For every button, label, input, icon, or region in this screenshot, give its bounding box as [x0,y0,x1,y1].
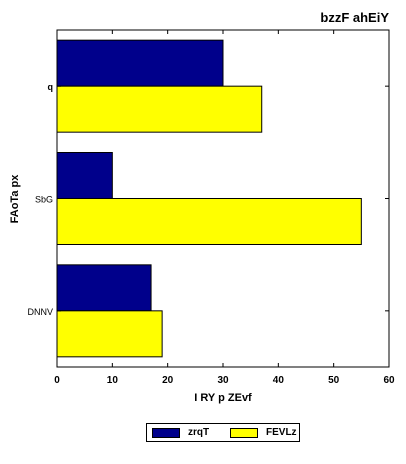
x-tick-label: 0 [54,375,60,386]
x-tick-label: 40 [273,375,285,386]
y-tick-label: q [48,82,54,92]
x-tick-label: 20 [162,375,174,386]
legend-label-series-2: FEVLz [266,427,297,438]
x-tick-label: 60 [383,375,395,386]
chart-title: bzzF ahEiY [320,10,389,25]
legend-swatch-series-2 [230,428,258,438]
x-tick-label: 10 [107,375,119,386]
y-tick-label: DNNV [27,307,53,317]
x-tick-label: 50 [328,375,340,386]
bars-group [56,39,362,358]
bar-1-2 [56,152,113,199]
y-tick-labels: q SbG DNNV [27,82,389,317]
plot-area [56,29,390,368]
legend: zrqT FEVLz [146,423,300,442]
legend-item-series-2: FEVLz [230,427,297,439]
bar-2-2 [56,198,362,245]
bar-1-1 [56,39,224,87]
x-tick-label: 30 [217,375,229,386]
legend-item-series-1: zrqT [152,427,209,439]
y-tick-label: SbG [35,195,53,205]
legend-label-series-1: zrqT [188,427,210,438]
x-axis-label: I RY p ZEvf [194,392,252,404]
legend-swatch-series-1 [152,428,180,438]
y-axis-label: FAoTa px [9,174,21,224]
bar-2-1 [56,85,263,133]
bar-2-3 [56,310,163,358]
bar-1-3 [56,264,152,312]
